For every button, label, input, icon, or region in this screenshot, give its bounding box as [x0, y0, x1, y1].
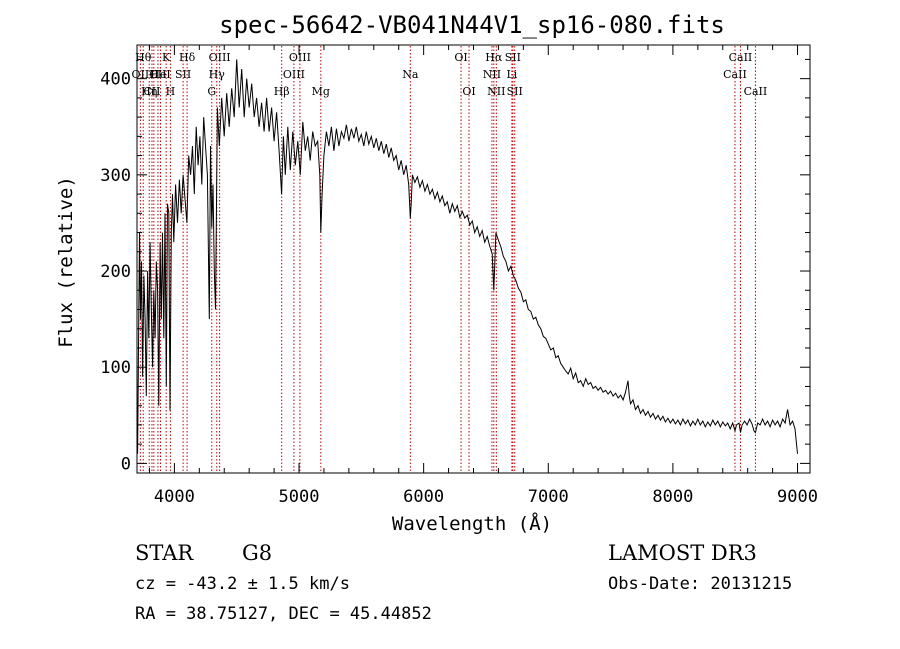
- emission-line-label: OII: [132, 68, 150, 81]
- y-axis-label: Flux (relative): [55, 176, 77, 348]
- x-tick-label: 4000: [154, 487, 195, 507]
- emission-line-label: H: [149, 68, 159, 81]
- x-axis-label: Wavelength (Å): [392, 512, 552, 535]
- x-tick-label: 5000: [279, 487, 320, 507]
- spectrum-series-line: [137, 59, 798, 454]
- emission-line-label: Li: [506, 68, 517, 81]
- emission-line-labels: OIIHθHηCIIHCIIHeIKHSIIHδGHγOIIIHβOIIIOII…: [132, 51, 768, 98]
- emission-line-label: H: [166, 85, 176, 98]
- x-tick-label: 7000: [528, 487, 569, 507]
- y-axis-ticks: 0 100 200 300 400: [100, 58, 810, 474]
- emission-line-label: CaII: [729, 51, 753, 64]
- emission-line-markers: [139, 46, 756, 472]
- emission-line-label: OIII: [283, 68, 305, 81]
- x-tick-label: 6000: [403, 487, 444, 507]
- emission-line-label: CaII: [744, 85, 768, 98]
- y-tick-label: 0: [121, 454, 131, 474]
- observation-date: Obs-Date: 20131215: [608, 574, 792, 594]
- emission-line-label: Hγ: [209, 68, 226, 81]
- emission-line-label: Hθ: [135, 51, 152, 64]
- emission-line-label: CaII: [723, 68, 747, 81]
- emission-line-label: Hη: [141, 85, 157, 98]
- emission-line-label: Hβ: [274, 85, 290, 98]
- emission-line-label: OIII: [209, 51, 231, 64]
- chart-title: spec-56642-VB041N44V1_sp16-080.fits: [219, 11, 725, 39]
- emission-line-label: CII: [143, 85, 160, 98]
- x-tick-label: 8000: [652, 487, 693, 507]
- emission-line-label: SII: [175, 68, 191, 81]
- y-tick-label: 400: [100, 70, 131, 90]
- emission-line-label: Hδ: [179, 51, 196, 64]
- object-class: STAR: [135, 541, 194, 565]
- emission-line-label: Mg: [312, 85, 330, 98]
- redshift-velocity: cz = -43.2 ± 1.5 km/s: [135, 574, 350, 594]
- emission-line-label: SII: [507, 85, 523, 98]
- emission-line-label: OI: [462, 85, 475, 98]
- object-subclass: G8: [242, 541, 272, 565]
- y-tick-label: 300: [100, 166, 131, 186]
- emission-line-label: Hα: [485, 51, 503, 64]
- emission-line-label: NII: [487, 85, 505, 98]
- y-tick-label: 100: [100, 358, 131, 378]
- plot-frame: [136, 44, 811, 474]
- y-tick-label: 200: [100, 262, 131, 282]
- emission-line-label: G: [207, 85, 216, 98]
- x-axis-ticks: 4000 5000 6000 7000 8000 9000: [148, 45, 818, 507]
- survey-name: LAMOST DR3: [608, 541, 757, 565]
- emission-line-label: OIII: [289, 51, 311, 64]
- emission-line-label: SII: [505, 51, 521, 64]
- emission-line-label: OI: [454, 51, 467, 64]
- x-tick-label: 9000: [777, 487, 818, 507]
- emission-line-label: NII: [483, 68, 501, 81]
- sky-coordinates: RA = 38.75127, DEC = 45.44852: [135, 604, 432, 624]
- emission-line-label: HeI: [150, 68, 170, 81]
- emission-line-label: K: [162, 51, 171, 64]
- emission-line-label: Na: [402, 68, 419, 81]
- emission-line-label: CII: [149, 68, 166, 81]
